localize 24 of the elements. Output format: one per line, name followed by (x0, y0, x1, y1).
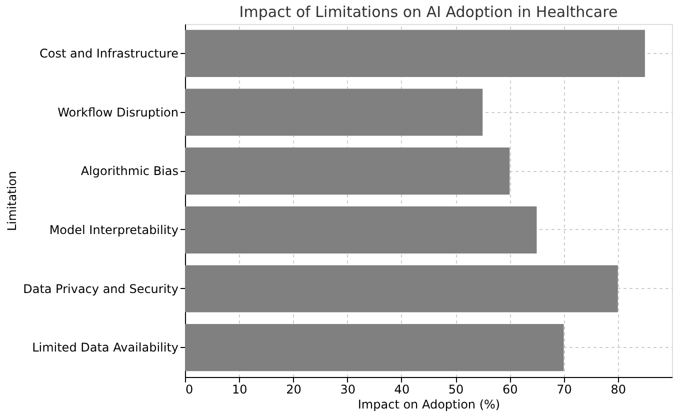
x-axis-title: Impact on Adoption (%) (358, 398, 500, 412)
bar (185, 206, 537, 254)
y-tick-label: Workflow Disruption (58, 105, 178, 120)
bar (185, 148, 510, 195)
bar (185, 88, 483, 136)
y-tick-label: Cost and Infrastructure (40, 46, 178, 60)
x-tick-label: 70 (556, 382, 572, 396)
x-tick-label: 80 (610, 382, 626, 396)
x-tick-label: 50 (448, 382, 464, 396)
y-tick-label: Model Interpretability (49, 222, 178, 237)
bar (185, 30, 645, 77)
y-tick-label: Algorithmic Bias (80, 164, 178, 178)
x-tick-label: 60 (502, 382, 518, 396)
y-tick-label: Data Privacy and Security (23, 282, 178, 296)
y-tick-label: Limited Data Availability (32, 340, 178, 355)
x-tick-label: 30 (340, 382, 356, 396)
y-axis-title: Limitation (5, 170, 20, 232)
x-tick-label: 40 (394, 382, 410, 396)
x-tick-label: 10 (232, 382, 248, 396)
x-tick-label: 20 (286, 382, 302, 396)
bar (185, 265, 618, 312)
bar (185, 324, 564, 372)
chart-title: Impact of Limitations on AI Adoption in Healthcare (239, 3, 618, 21)
x-tick-label: 0 (186, 382, 194, 396)
